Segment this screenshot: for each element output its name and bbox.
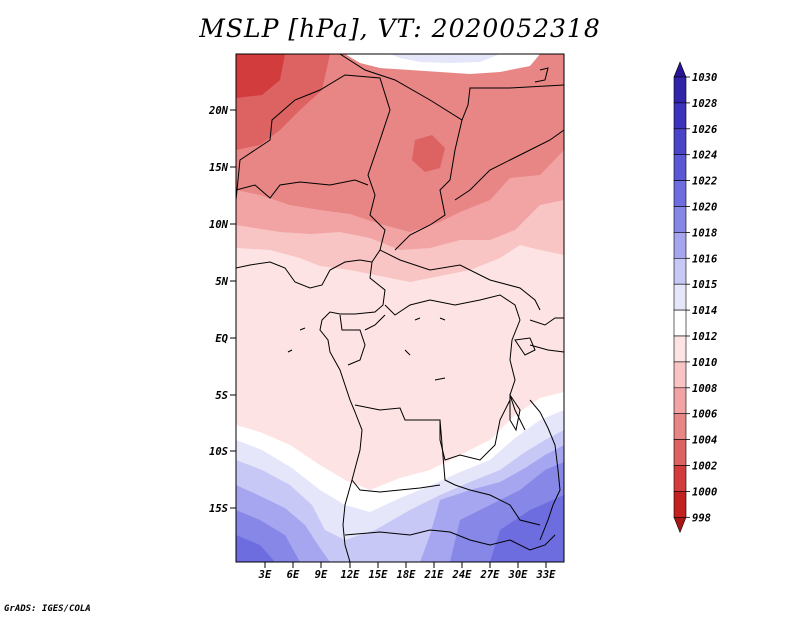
- border-zambia: [439, 419, 541, 526]
- lat-label: 10N: [209, 219, 229, 231]
- field-1015-north: [390, 54, 500, 63]
- colorbar-label: 1014: [692, 305, 717, 317]
- map-frame: [235, 53, 565, 563]
- border-mozambique: [529, 399, 561, 541]
- colorbar-label: 1004: [692, 435, 717, 447]
- colorbar: 1030 1028 1026 1024 1022 1020 1018 1016 1015 1014…: [673, 61, 717, 534]
- border-sudan-east: [454, 129, 564, 201]
- longitude-axis: 3E 6E 9E 12E 15E 18E 21E 24E 27E 30E 33E: [258, 562, 556, 581]
- colorbar-segment: [673, 102, 687, 130]
- lon-label: 3E: [258, 569, 272, 581]
- colorbar-label: 1020: [692, 202, 717, 214]
- lon-label: 12E: [341, 569, 361, 581]
- colorbar-segment: [673, 257, 687, 285]
- field-1020-1022-east: [490, 495, 564, 562]
- small-lakes: [287, 317, 446, 381]
- colorbar-segment: [673, 206, 687, 233]
- border-angola-drc: [354, 399, 511, 461]
- border-angola-namibia: [351, 479, 441, 493]
- colorbar-label: 1015: [692, 279, 717, 291]
- colorbar-label: 1008: [692, 383, 717, 395]
- lat-label: 20N: [208, 105, 229, 117]
- lon-label: 27E: [480, 569, 501, 581]
- colorbar-segment: [673, 335, 687, 363]
- pressure-field: [236, 54, 564, 562]
- colorbar-label: 1002: [692, 461, 717, 473]
- border-tanzania: [529, 344, 564, 353]
- colorbar-segment: [673, 465, 687, 492]
- lon-label: 21E: [424, 569, 445, 581]
- colorbar-segment: [673, 154, 687, 181]
- border-niger-south: [236, 179, 369, 199]
- colorbar-label: 1018: [692, 227, 717, 239]
- border-chad-sudan: [394, 119, 463, 251]
- lat-label: 5N: [215, 276, 228, 288]
- border-botswana: [344, 529, 556, 551]
- lat-label: 15N: [209, 162, 229, 174]
- colorbar-segment: [673, 491, 687, 518]
- border-congo: [364, 314, 386, 331]
- border-drc-north: [384, 294, 521, 321]
- lon-label: 15E: [369, 569, 389, 581]
- colorbar-segment: [673, 309, 687, 337]
- border-east-lakes: [509, 319, 526, 431]
- colorbar-label: 1024: [692, 150, 717, 162]
- field-1014-north: [345, 54, 540, 74]
- lat-label: EQ: [215, 333, 228, 345]
- colorbar-bottom-arrow: [673, 516, 687, 534]
- colorbar-segment: [673, 413, 687, 440]
- border-niger-nigeria: [236, 74, 391, 263]
- colorbar-label: 1000: [692, 486, 717, 498]
- lat-label: 15S: [209, 503, 228, 515]
- lon-label: 18E: [397, 569, 417, 581]
- colorbar-segment: [673, 361, 687, 389]
- country-borders: [236, 54, 564, 562]
- colorbar-label: 1026: [692, 124, 717, 136]
- colorbar-label: 1010: [692, 357, 717, 369]
- lon-label: 9E: [315, 569, 328, 581]
- lat-label: 5S: [215, 390, 228, 402]
- colorbar-label: 1012: [692, 331, 717, 343]
- colorbar-top-arrow: [673, 61, 687, 78]
- border-kenya-uganda: [529, 317, 564, 326]
- colorbar-label: 1016: [692, 253, 717, 265]
- lake-victoria: [514, 337, 536, 356]
- colorbar-segment: [673, 180, 687, 207]
- colorbar-segment: [673, 283, 687, 311]
- coast-red-sea: [534, 67, 549, 83]
- colorbar-label: 998: [692, 512, 711, 524]
- colorbar-segment: [673, 76, 687, 104]
- colorbar-segment: [673, 387, 687, 414]
- colorbar-label: 1028: [692, 98, 717, 110]
- colorbar-segment: [673, 232, 687, 259]
- colorbar-label: 1006: [692, 409, 717, 421]
- border-gabon: [339, 314, 366, 366]
- field-1020-1022-west: [236, 535, 275, 562]
- latitude-axis: 20N 15N 10N 5N EQ 5S 10S 15S: [208, 105, 236, 515]
- colorbar-label: 1030: [692, 72, 717, 84]
- colorbar-segment: [673, 439, 687, 466]
- field-1002-1004: [236, 54, 285, 98]
- map-title: MSLP [hPa], VT: 2020052318: [199, 14, 601, 43]
- field-1004-1006-chad: [412, 135, 445, 172]
- grads-footer: GrADS: IGES/COLA: [4, 604, 91, 614]
- lon-label: 24E: [452, 569, 473, 581]
- lon-label: 6E: [287, 569, 300, 581]
- colorbar-segment: [673, 128, 687, 156]
- lon-label: 33E: [536, 569, 557, 581]
- coastline-west-africa: [236, 259, 386, 562]
- lon-label: 30E: [508, 569, 529, 581]
- lake-tanganyika: [509, 393, 521, 432]
- field-1006-1008: [236, 54, 564, 232]
- lat-label: 10S: [209, 446, 228, 458]
- colorbar-label: 1022: [692, 176, 717, 188]
- border-car: [379, 249, 541, 311]
